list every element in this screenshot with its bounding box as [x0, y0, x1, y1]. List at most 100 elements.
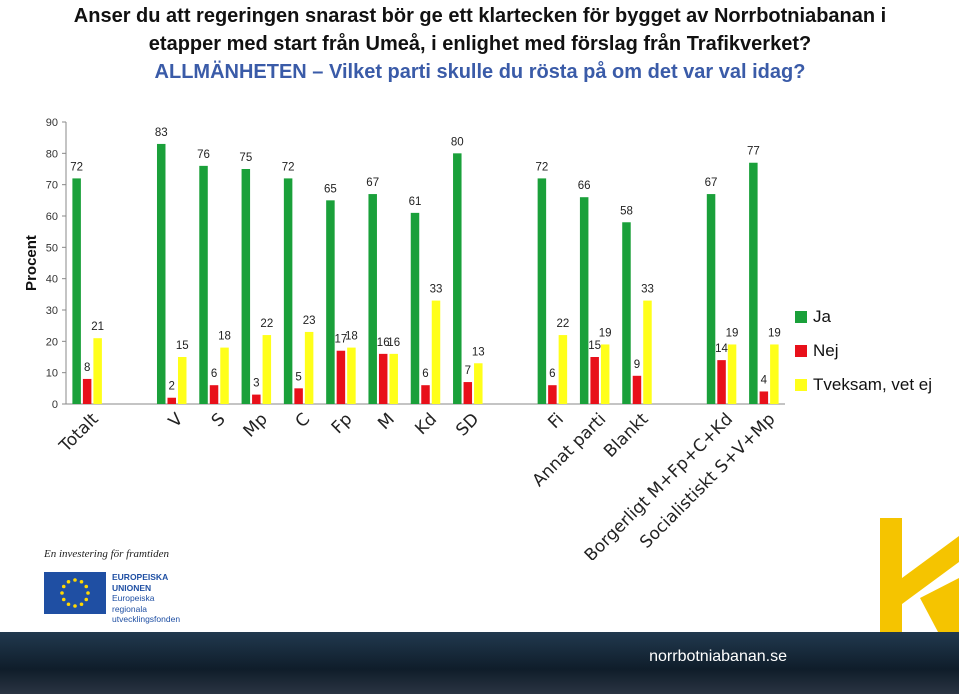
data-label: 22	[556, 318, 569, 330]
norrbotniabanan-logo-icon	[880, 518, 959, 632]
bar	[453, 153, 462, 404]
eu-star	[66, 579, 71, 584]
eu-line-2: UNIONEN	[112, 582, 152, 593]
category-label: C	[292, 409, 315, 432]
y-tick-label: 80	[46, 148, 58, 160]
y-tick-label: 30	[46, 305, 58, 317]
data-label: 15	[176, 340, 189, 352]
y-tick-label: 60	[46, 211, 58, 223]
bar	[72, 178, 81, 404]
bar	[199, 165, 208, 404]
eu-star	[61, 584, 66, 589]
bar	[378, 353, 388, 404]
data-label: 6	[549, 368, 555, 380]
data-label: 72	[282, 161, 295, 173]
legend-item-tveksam: Tveksam, vet ej	[795, 368, 932, 402]
legend-swatch-nej	[795, 345, 807, 357]
legend-item-ja: Ja	[795, 300, 932, 334]
data-label: 2	[169, 381, 175, 393]
bar	[326, 200, 335, 404]
eu-star	[84, 597, 89, 602]
bar	[590, 357, 599, 404]
bar	[252, 394, 261, 404]
bar	[220, 347, 229, 404]
eu-line-5: utvecklingsfonden	[112, 614, 181, 624]
legend: Ja Nej Tveksam, vet ej	[795, 300, 932, 402]
bar	[304, 331, 314, 404]
bar	[558, 335, 568, 404]
bar	[156, 143, 166, 404]
y-tick-label: 40	[46, 274, 58, 286]
bar	[283, 178, 293, 404]
category-label: Kd	[411, 409, 441, 439]
y-tick-label: 90	[46, 117, 58, 129]
data-label: 66	[578, 180, 591, 192]
y-tick-label: 20	[46, 336, 58, 348]
bar	[336, 350, 346, 404]
bar	[421, 385, 430, 404]
bar	[706, 194, 716, 404]
bar	[93, 338, 102, 404]
data-label: 7	[465, 365, 471, 377]
data-label: 18	[345, 331, 358, 343]
bar	[717, 360, 726, 404]
data-label: 16	[377, 337, 390, 349]
eu-star	[66, 602, 71, 607]
bar	[294, 388, 303, 404]
data-label: 22	[260, 318, 273, 330]
bar	[579, 197, 589, 404]
y-tick-label: 50	[46, 242, 58, 254]
data-label: 72	[535, 161, 548, 173]
category-label: S	[208, 409, 230, 431]
data-label: 6	[211, 368, 217, 380]
bar	[474, 363, 483, 404]
category-label: Mp	[240, 409, 272, 441]
y-tick-label: 10	[46, 368, 58, 380]
bar	[600, 344, 610, 404]
eu-star	[79, 602, 84, 607]
data-label: 19	[599, 327, 612, 339]
eu-line-3: Europeiska	[112, 593, 155, 603]
category-label: V	[165, 409, 188, 432]
eu-line-1: EUROPEISKA	[112, 572, 169, 582]
website-label: norrbotniabanan.se	[649, 648, 787, 665]
data-label: 76	[197, 149, 210, 161]
data-label: 33	[430, 284, 443, 296]
eu-star	[60, 591, 64, 595]
category-label: Blankt	[600, 409, 653, 462]
footer-band	[0, 632, 959, 694]
bar	[749, 162, 758, 404]
bar	[241, 169, 251, 404]
bar	[643, 300, 652, 404]
data-label: 3	[253, 378, 259, 390]
data-label: 8	[84, 362, 90, 374]
eu-flag-icon	[44, 572, 106, 614]
bar	[347, 347, 356, 404]
eu-star	[86, 591, 90, 595]
data-label: 77	[747, 146, 760, 158]
legend-item-nej: Nej	[795, 334, 932, 368]
category-label: SD	[452, 409, 483, 440]
eu-stars-icon	[60, 578, 90, 608]
bar	[82, 378, 92, 404]
eu-label: EUROPEISKA UNIONEN Europeiska regionala …	[112, 572, 212, 625]
bar	[177, 357, 187, 404]
data-label: 16	[387, 337, 400, 349]
data-label: 23	[303, 315, 316, 327]
legend-swatch-tveksam	[795, 379, 807, 391]
eu-star	[61, 597, 66, 602]
title-line-1: Anser du att regeringen snarast bör ge e…	[73, 5, 887, 27]
category-label: Totalt	[55, 409, 103, 457]
data-label: 80	[451, 136, 464, 148]
category-label: M	[374, 409, 399, 434]
bar	[759, 391, 769, 404]
y-tick-label: 70	[46, 180, 58, 192]
eu-star	[73, 578, 77, 582]
data-label: 4	[761, 374, 768, 386]
bar	[727, 344, 737, 404]
title-line-2: etapper med start från Umeå, i enlighet …	[148, 33, 812, 55]
bar-chart: 0102030405060708090Procent72821Totalt832…	[23, 117, 785, 560]
bar	[431, 300, 441, 404]
category-label: Fp	[328, 409, 357, 438]
bar	[410, 212, 420, 404]
